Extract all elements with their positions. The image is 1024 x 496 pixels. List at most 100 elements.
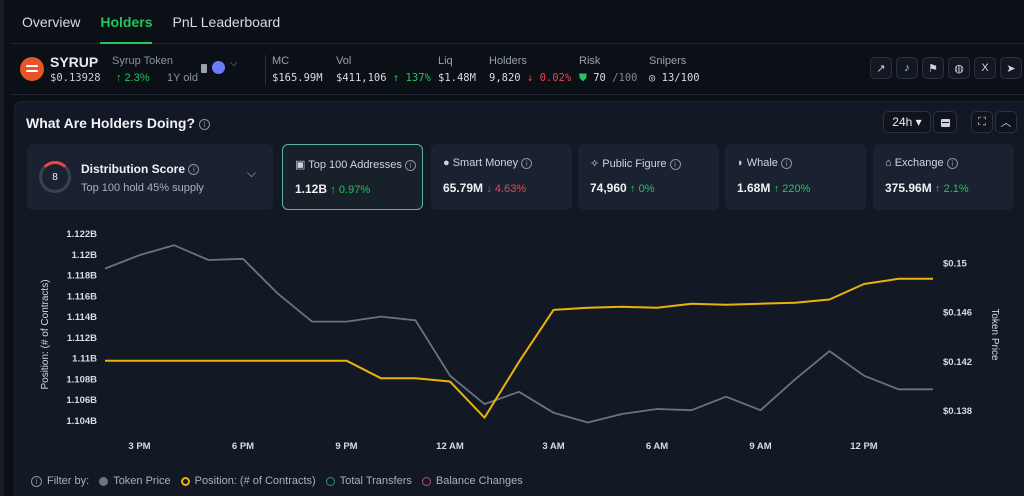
range-select[interactable]: 24h ▾: [883, 111, 931, 133]
tab-holders[interactable]: Holders: [100, 0, 153, 44]
chevron-down-icon[interactable]: ⌵: [247, 166, 257, 180]
top-nav: Overview Holders PnL Leaderboard: [10, 0, 1024, 44]
info-icon[interactable]: i: [404, 159, 416, 171]
stat-snipers-value: ◎ 13/100: [649, 72, 700, 84]
info-icon[interactable]: i: [521, 157, 533, 169]
card-title: ✧ Public Figure i: [590, 157, 681, 170]
card-title: ⌂ Exchange i: [885, 157, 958, 169]
legend-dot: [99, 476, 109, 486]
card-title-text: Public Figure: [602, 158, 667, 170]
ethereum-chain-icon[interactable]: [212, 61, 225, 74]
stat-risk-score: 70: [593, 72, 606, 84]
stat-liq: Liq $1.48M: [438, 55, 476, 84]
distribution-score-subtitle: Top 100 hold 45% supply: [81, 182, 204, 194]
flag-icon[interactable]: ⚑: [922, 57, 944, 79]
card-top-100-addresses[interactable]: ▣ Top 100 Addresses i 1.12B ↑ 0.97%: [282, 144, 423, 210]
card-public-figure[interactable]: ✧ Public Figure i 74,960 ↑ 0%: [578, 144, 719, 210]
caret-down-icon: ▾: [915, 115, 922, 129]
info-icon[interactable]: i: [669, 158, 681, 170]
stat-risk-label: Risk: [579, 55, 601, 67]
stat-snipers-count: 13/100: [661, 72, 700, 84]
y2-tick-label: $0.142: [943, 357, 972, 368]
holders-chart[interactable]: 1.122B 1.12B 1.118B 1.116B 1.114B 1.112B 1.11B…: [15, 220, 1015, 470]
card-value: 1.68M ↑ 220%: [737, 181, 810, 195]
bell-icon[interactable]: ♪: [896, 57, 918, 79]
left-rail: [0, 0, 4, 496]
panel-title-text: What Are Holders Doing?: [26, 115, 196, 131]
x-tick-label: 3 AM: [542, 441, 564, 452]
info-icon[interactable]: i: [780, 157, 792, 169]
card-whale[interactable]: ◗ Whale i 1.68M ↑ 220%: [725, 144, 866, 210]
stat-snipers: Snipers ◎ 13/100: [649, 55, 700, 84]
card-value-number: 1.12B: [295, 182, 328, 196]
y-tick-label: 1.11B: [72, 354, 97, 365]
stat-mc-value: $165.99M: [272, 72, 323, 84]
globe-icon[interactable]: ◍: [948, 57, 970, 79]
y-tick-label: 1.12B: [72, 250, 97, 261]
x-tick-label: 12 PM: [850, 441, 878, 452]
filter-label: i Filter by:: [31, 475, 89, 487]
position-series-line: [105, 277, 933, 419]
share-icon[interactable]: ↗: [870, 57, 892, 79]
legend-total-transfers[interactable]: Total Transfers: [325, 475, 412, 487]
token-name: Syrup Token: [112, 55, 173, 67]
collapse-icon[interactable]: ︿: [995, 111, 1017, 133]
token-age: 1Y old: [167, 72, 198, 84]
legend-dot: [180, 476, 190, 486]
stat-risk-suffix: /100: [612, 72, 638, 84]
card-title-text: Smart Money: [452, 157, 519, 169]
copy-icon[interactable]: [199, 63, 210, 74]
stat-holders: Holders 9,820 ↓ 0.02%: [489, 55, 571, 84]
card-exchange[interactable]: ⌂ Exchange i 375.96M ↑ 2.1%: [873, 144, 1014, 210]
legend-label: Total Transfers: [339, 475, 412, 487]
stat-vol-amount: $411,106: [336, 72, 387, 84]
card-title: ▣ Top 100 Addresses i: [295, 158, 416, 171]
info-icon[interactable]: i: [946, 157, 958, 169]
legend-label: Balance Changes: [435, 475, 523, 487]
calendar-button[interactable]: [933, 111, 957, 133]
x-tick-label: 3 PM: [128, 441, 150, 452]
card-value-number: 375.96M: [885, 181, 932, 195]
expand-icon[interactable]: ⛶: [971, 111, 993, 133]
distribution-score-title: Distribution Score i: [81, 162, 200, 176]
info-icon[interactable]: i: [188, 164, 200, 176]
x-twitter-icon[interactable]: X: [974, 57, 996, 79]
distribution-score-title-text: Distribution Score: [81, 162, 186, 176]
brain-icon: ●: [443, 157, 450, 169]
stat-vol-label: Vol: [336, 55, 352, 67]
card-value: 1.12B ↑ 0.97%: [295, 182, 370, 196]
info-icon[interactable]: i: [198, 118, 210, 130]
stat-liq-value: $1.48M: [438, 72, 476, 84]
tab-pnl-leaderboard[interactable]: PnL Leaderboard: [172, 13, 281, 30]
wallet-icon: ▣: [295, 159, 306, 171]
y2-axis-label: Token Price: [989, 308, 1000, 361]
stat-holders-count: 9,820: [489, 72, 521, 84]
y2-tick-label: $0.138: [943, 406, 972, 417]
telegram-icon[interactable]: ➤: [1000, 57, 1022, 79]
legend-token-price[interactable]: Token Price: [99, 475, 171, 487]
token-price-series-line: [104, 244, 933, 424]
chart-legend: i Filter by: Token Price Position: (# of …: [31, 475, 533, 487]
filter-label-text: Filter by:: [47, 475, 90, 487]
card-value-number: 74,960: [590, 181, 627, 195]
sniper-icon: ◎: [649, 72, 656, 84]
distribution-score-card[interactable]: 8 Distribution Score i Top 100 hold 45% …: [27, 144, 273, 210]
tab-overview[interactable]: Overview: [22, 13, 81, 30]
stat-snipers-label: Snipers: [649, 55, 687, 67]
card-smart-money[interactable]: ● Smart Money i 65.79M ↓ 4.63%: [431, 144, 572, 210]
legend-balance-changes[interactable]: Balance Changes: [421, 475, 523, 487]
chevron-down-icon[interactable]: ⌵: [230, 58, 238, 69]
x-tick-label: 12 AM: [436, 441, 464, 452]
stat-mc-label: MC: [272, 55, 290, 67]
legend-position[interactable]: Position: (# of Contracts): [180, 475, 316, 487]
card-value-number: 65.79M: [443, 181, 484, 195]
stat-liq-label: Liq: [438, 55, 453, 67]
info-icon[interactable]: i: [31, 475, 42, 487]
y-tick-label: 1.114B: [67, 312, 97, 323]
distribution-score-ring: 8: [39, 161, 71, 193]
card-title: ◗ Whale i: [737, 157, 792, 169]
card-value: 65.79M ↓ 4.63%: [443, 181, 526, 195]
card-title-text: Top 100 Addresses: [308, 159, 402, 171]
card-change: ↑ 220%: [773, 183, 811, 195]
range-value: 24h: [892, 115, 913, 129]
